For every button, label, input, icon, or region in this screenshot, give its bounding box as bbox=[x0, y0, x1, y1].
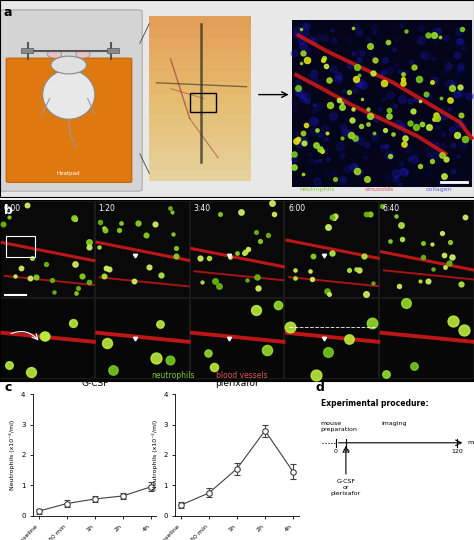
Bar bbox=[0, 201, 94, 298]
Text: 120: 120 bbox=[451, 449, 463, 455]
Text: imaging: imaging bbox=[381, 421, 407, 426]
Text: blood vessels: blood vessels bbox=[216, 372, 267, 380]
Text: mouse
preparation: mouse preparation bbox=[320, 421, 357, 432]
Bar bbox=[284, 201, 378, 298]
Bar bbox=[149, 93, 251, 104]
Y-axis label: Neutrophils (x10⁻⁶/ml): Neutrophils (x10⁻⁶/ml) bbox=[9, 420, 16, 490]
Bar bbox=[149, 126, 251, 137]
Bar bbox=[149, 38, 251, 49]
Bar bbox=[379, 201, 473, 298]
Bar bbox=[149, 159, 251, 170]
Text: Experimental procedure:: Experimental procedure: bbox=[320, 399, 428, 408]
Bar bbox=[149, 148, 251, 159]
Text: 3:40: 3:40 bbox=[193, 204, 210, 213]
Text: G-CSF
or
plerixafor: G-CSF or plerixafor bbox=[331, 480, 361, 496]
Text: collagen: collagen bbox=[425, 187, 452, 192]
Y-axis label: Neutrophils (x10⁻⁶/ml): Neutrophils (x10⁻⁶/ml) bbox=[152, 420, 158, 490]
Ellipse shape bbox=[43, 70, 95, 119]
Text: sinusoids: sinusoids bbox=[365, 187, 394, 192]
Text: d: d bbox=[315, 381, 324, 394]
Text: 1:20: 1:20 bbox=[99, 204, 116, 213]
Bar bbox=[149, 60, 251, 71]
Bar bbox=[95, 201, 189, 298]
Bar bbox=[0, 299, 94, 378]
Bar bbox=[149, 137, 251, 148]
Bar bbox=[190, 93, 216, 112]
Bar bbox=[149, 170, 251, 181]
Text: Heatpad: Heatpad bbox=[57, 171, 81, 176]
Text: neutrophils: neutrophils bbox=[300, 187, 335, 192]
Text: 0:00: 0:00 bbox=[4, 204, 21, 213]
Title: plerixafor: plerixafor bbox=[215, 379, 259, 388]
Text: b: b bbox=[4, 204, 13, 217]
Text: a: a bbox=[4, 6, 12, 19]
Bar bbox=[149, 115, 251, 126]
Bar bbox=[95, 299, 189, 378]
Title: G-CSF: G-CSF bbox=[81, 379, 109, 388]
FancyBboxPatch shape bbox=[6, 58, 132, 183]
FancyBboxPatch shape bbox=[149, 16, 251, 181]
Bar bbox=[107, 48, 118, 53]
Text: min: min bbox=[467, 440, 474, 445]
Bar bbox=[379, 299, 473, 378]
Text: 6:00: 6:00 bbox=[288, 204, 305, 213]
Bar bbox=[292, 19, 472, 187]
Text: neutrophils: neutrophils bbox=[151, 372, 195, 380]
Text: 0: 0 bbox=[334, 449, 337, 455]
FancyBboxPatch shape bbox=[0, 10, 142, 191]
Bar bbox=[284, 299, 378, 378]
Bar bbox=[6, 236, 35, 257]
Bar bbox=[149, 104, 251, 115]
Bar bbox=[21, 48, 33, 53]
Ellipse shape bbox=[51, 56, 86, 74]
Bar bbox=[149, 71, 251, 82]
Bar bbox=[149, 82, 251, 93]
Bar bbox=[149, 16, 251, 27]
Bar bbox=[149, 49, 251, 60]
Bar bbox=[190, 201, 283, 298]
Text: 10: 10 bbox=[342, 449, 350, 455]
Bar bbox=[190, 299, 283, 378]
Ellipse shape bbox=[47, 50, 62, 58]
Ellipse shape bbox=[76, 50, 90, 58]
Bar bbox=[149, 27, 251, 38]
Text: c: c bbox=[5, 381, 12, 394]
Text: 6:40: 6:40 bbox=[383, 204, 400, 213]
